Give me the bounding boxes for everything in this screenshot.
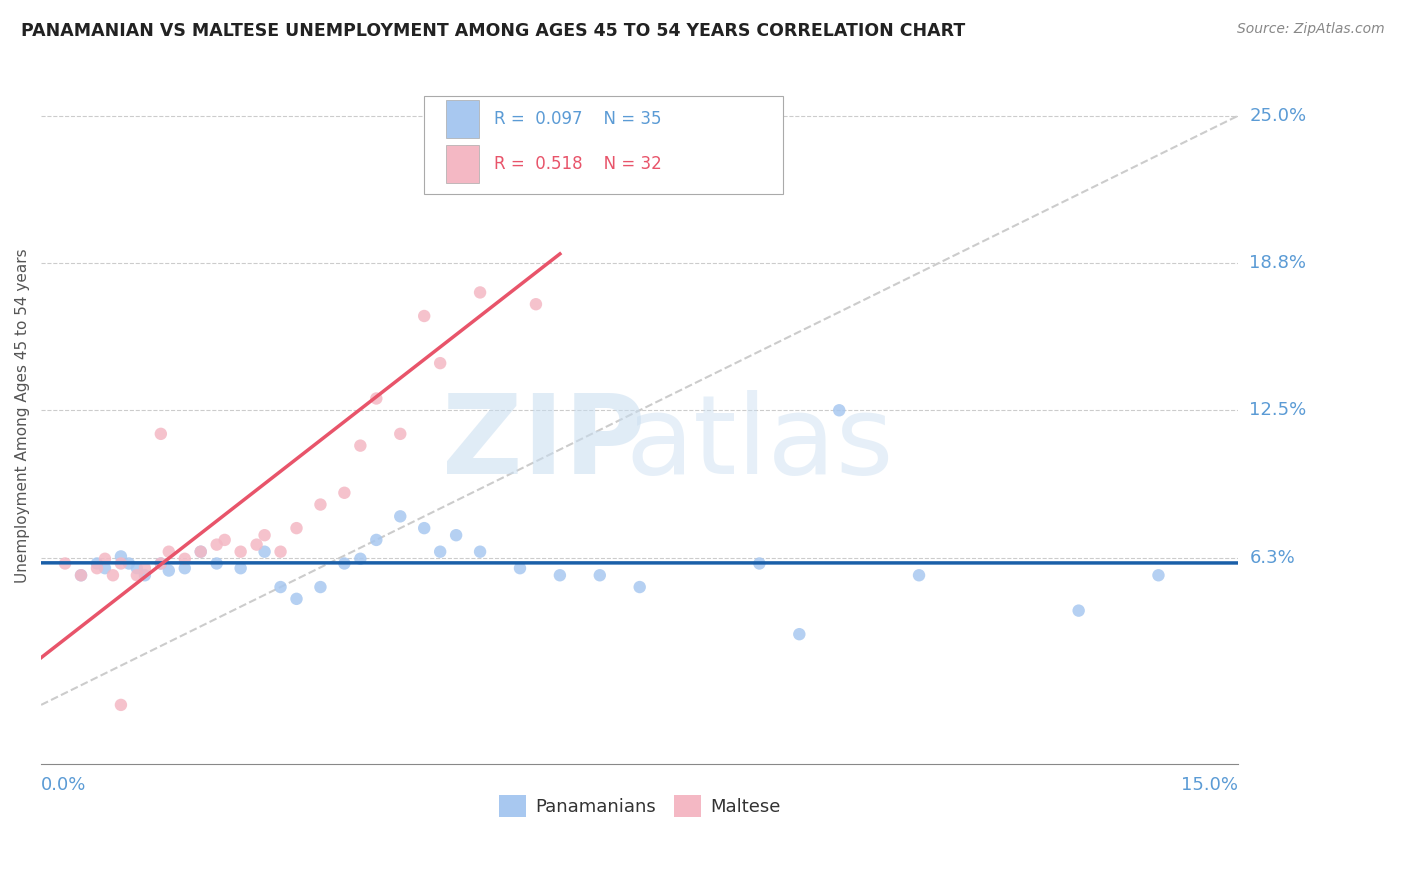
- Point: [389, 509, 412, 524]
- Point: [94, 561, 117, 575]
- Point: [366, 392, 388, 406]
- Point: [309, 498, 332, 512]
- Point: [748, 557, 770, 571]
- Text: Source: ZipAtlas.com: Source: ZipAtlas.com: [1237, 22, 1385, 37]
- Point: [157, 564, 180, 578]
- Text: atlas: atlas: [626, 391, 894, 498]
- Point: [86, 561, 108, 575]
- Point: [229, 544, 252, 558]
- Y-axis label: Unemployment Among Ages 45 to 54 years: Unemployment Among Ages 45 to 54 years: [15, 249, 30, 583]
- Text: 25.0%: 25.0%: [1250, 107, 1306, 125]
- Point: [270, 544, 292, 558]
- Point: [70, 568, 93, 582]
- Text: 0.0%: 0.0%: [41, 776, 87, 794]
- Point: [110, 549, 132, 564]
- Point: [349, 551, 371, 566]
- Point: [333, 557, 356, 571]
- Point: [246, 538, 269, 552]
- Point: [444, 528, 467, 542]
- Point: [110, 698, 132, 712]
- Point: [1147, 568, 1170, 582]
- Bar: [446, 100, 479, 138]
- Text: 18.8%: 18.8%: [1250, 254, 1306, 272]
- Point: [118, 557, 141, 571]
- Point: [70, 568, 93, 582]
- Point: [285, 521, 308, 535]
- Point: [828, 403, 851, 417]
- Point: [53, 557, 76, 571]
- Point: [333, 485, 356, 500]
- Bar: [425, 96, 783, 194]
- Point: [253, 544, 276, 558]
- Point: [429, 356, 451, 370]
- Point: [101, 568, 124, 582]
- Point: [214, 533, 236, 547]
- Point: [270, 580, 292, 594]
- Point: [229, 561, 252, 575]
- Point: [789, 627, 811, 641]
- Point: [524, 297, 547, 311]
- Point: [190, 544, 212, 558]
- Point: [253, 528, 276, 542]
- Point: [413, 521, 436, 535]
- Point: [1067, 604, 1090, 618]
- Point: [86, 557, 108, 571]
- Point: [149, 426, 172, 441]
- Point: [125, 568, 148, 582]
- Text: 15.0%: 15.0%: [1181, 776, 1239, 794]
- Point: [509, 561, 531, 575]
- Text: ZIP: ZIP: [443, 391, 645, 498]
- Point: [468, 544, 491, 558]
- Text: R =  0.097    N = 35: R = 0.097 N = 35: [494, 110, 661, 128]
- Text: PANAMANIAN VS MALTESE UNEMPLOYMENT AMONG AGES 45 TO 54 YEARS CORRELATION CHART: PANAMANIAN VS MALTESE UNEMPLOYMENT AMONG…: [21, 22, 966, 40]
- Point: [205, 557, 228, 571]
- Point: [389, 426, 412, 441]
- Point: [173, 551, 195, 566]
- Text: R =  0.518    N = 32: R = 0.518 N = 32: [494, 155, 661, 173]
- Bar: [446, 145, 479, 183]
- Point: [509, 120, 531, 135]
- Point: [285, 591, 308, 606]
- Point: [149, 557, 172, 571]
- Point: [205, 538, 228, 552]
- Point: [173, 561, 195, 575]
- Text: 12.5%: 12.5%: [1250, 401, 1306, 419]
- Point: [134, 561, 156, 575]
- Point: [157, 544, 180, 558]
- Point: [908, 568, 931, 582]
- Point: [125, 561, 148, 575]
- Point: [134, 568, 156, 582]
- Point: [413, 309, 436, 323]
- Point: [349, 439, 371, 453]
- Point: [492, 179, 515, 194]
- Point: [190, 544, 212, 558]
- Point: [429, 544, 451, 558]
- Point: [548, 568, 571, 582]
- Point: [628, 580, 651, 594]
- Legend: Panamanians, Maltese: Panamanians, Maltese: [492, 788, 787, 824]
- Point: [94, 551, 117, 566]
- Point: [468, 285, 491, 300]
- Point: [110, 557, 132, 571]
- Point: [589, 568, 612, 582]
- Point: [309, 580, 332, 594]
- Text: 6.3%: 6.3%: [1250, 549, 1295, 566]
- Point: [366, 533, 388, 547]
- Point: [149, 557, 172, 571]
